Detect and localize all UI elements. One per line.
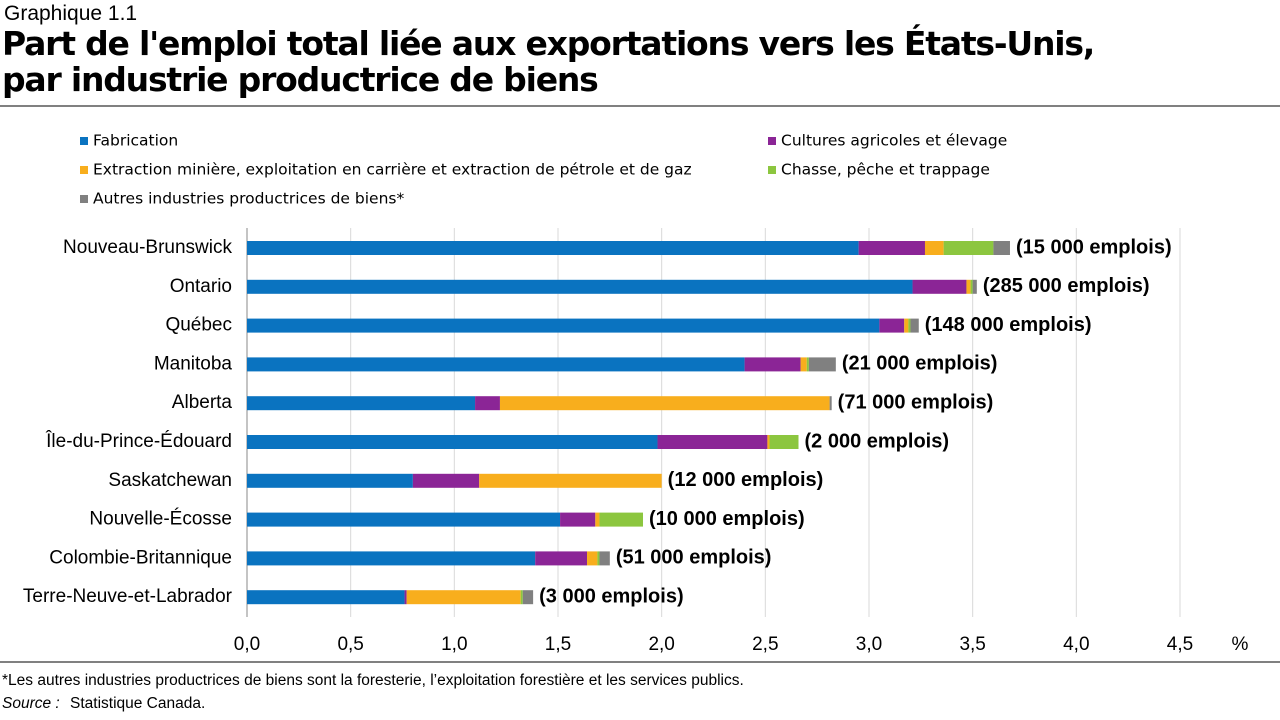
x-tick-label: 3,5 — [959, 634, 985, 655]
y-tick-label: Ontario — [170, 276, 232, 297]
bar-segment — [247, 473, 413, 488]
y-tick-label: Colombie-Britannique — [49, 547, 232, 568]
bar-segment — [808, 357, 836, 372]
x-tick-label: 1,5 — [545, 634, 571, 655]
y-tick-label: Alberta — [172, 392, 233, 413]
bar-segment — [943, 241, 994, 255]
bar-segment — [599, 512, 644, 527]
legend-label: Extraction minière, exploitation en carr… — [93, 161, 692, 179]
bar-segment — [247, 551, 536, 566]
bar-segment — [829, 396, 832, 411]
bar-segment — [908, 318, 911, 333]
bar-label: (2 000 emplois) — [805, 430, 950, 452]
bar-segment — [970, 279, 973, 294]
legend-swatch — [80, 166, 88, 174]
x-tick-label: 2,5 — [752, 634, 778, 655]
legend-swatch — [768, 166, 776, 174]
bar-segment — [412, 473, 480, 488]
bar-segment — [800, 357, 807, 372]
x-tick-label: 0,5 — [337, 634, 363, 655]
x-tick-label: 1,0 — [441, 634, 467, 655]
bar-label: (148 000 emplois) — [925, 314, 1092, 336]
footnote: *Les autres industries productrices de b… — [2, 672, 744, 689]
bar-segment — [924, 241, 944, 255]
x-tick-label: 4,5 — [1167, 634, 1193, 655]
source: Statistique Canada. — [70, 695, 205, 712]
legend-label: Autres industries productrices de biens* — [93, 190, 404, 208]
y-tick-label: Nouveau-Brunswick — [63, 237, 232, 258]
x-tick-label: 2,0 — [648, 634, 674, 655]
y-tick-label: Nouvelle-Écosse — [89, 509, 232, 530]
bar-segment — [247, 396, 476, 411]
bar-segment — [247, 279, 913, 294]
chart-kicker: Graphique 1.1 — [4, 2, 138, 25]
bar-segment — [475, 396, 500, 411]
bar-label: (71 000 emplois) — [838, 391, 994, 413]
bar-segment — [599, 551, 610, 566]
bar-segment — [520, 590, 523, 605]
bar-segment — [499, 396, 830, 411]
y-tick-label: Québec — [165, 315, 232, 336]
bar-label: (12 000 emplois) — [668, 469, 824, 491]
bar-segment — [404, 590, 407, 605]
bar-segment — [657, 435, 768, 449]
legend-swatch — [768, 137, 776, 145]
legend-swatch — [80, 195, 88, 203]
bar-segment — [247, 512, 561, 527]
bar-segment — [587, 551, 598, 566]
bar-segment — [560, 512, 596, 527]
legend-label: Cultures agricoles et élevage — [781, 132, 1007, 150]
bar-segment — [595, 512, 600, 527]
bar-segment — [247, 590, 405, 605]
bar-segment — [806, 357, 809, 372]
bar-segment — [966, 279, 971, 294]
y-tick-label: Terre-Neuve-et-Labrador — [23, 586, 233, 607]
bar-segment — [406, 590, 521, 605]
bar-segment — [858, 241, 925, 255]
bar-segment — [910, 318, 919, 333]
y-tick-label: Manitoba — [154, 353, 233, 374]
bar-label: (3 000 emplois) — [539, 585, 684, 607]
bar-segment — [972, 279, 977, 294]
source-label: Source : — [2, 695, 60, 712]
bar-label: (10 000 emplois) — [649, 508, 805, 530]
bar-segment — [993, 241, 1010, 255]
bar-segment — [479, 473, 662, 488]
bar-label: (15 000 emplois) — [1016, 236, 1172, 258]
bar-segment — [597, 551, 600, 566]
bar-segment — [744, 357, 801, 372]
x-tick-label: 0,0 — [234, 634, 260, 655]
bar-segment — [247, 357, 745, 372]
bar-segment — [769, 435, 799, 449]
x-tick-label: 3,0 — [856, 634, 882, 655]
bar-label: (51 000 emplois) — [616, 547, 772, 569]
bar-segment — [247, 241, 859, 255]
bar-segment — [247, 318, 880, 333]
legend-label: Fabrication — [93, 132, 178, 150]
bar-segment — [522, 590, 534, 605]
bar-segment — [247, 435, 658, 449]
y-tick-label: Saskatchewan — [108, 470, 232, 491]
bar-segment — [912, 279, 967, 294]
bar-segment — [879, 318, 905, 333]
bar-segment — [767, 435, 770, 449]
bar-segment — [904, 318, 909, 333]
chart-title: Part de l'emploi total liée aux exportat… — [2, 24, 1095, 99]
y-tick-label: Île-du-Prince-Édouard — [45, 430, 232, 452]
legend-swatch — [80, 137, 88, 145]
bar-segment — [535, 551, 588, 566]
x-tick-label: 4,0 — [1063, 634, 1089, 655]
legend-label: Chasse, pêche et trappage — [781, 161, 990, 179]
bar-label: (285 000 emplois) — [983, 275, 1150, 297]
x-axis-label: % — [1232, 634, 1249, 655]
bar-label: (21 000 emplois) — [842, 353, 998, 375]
